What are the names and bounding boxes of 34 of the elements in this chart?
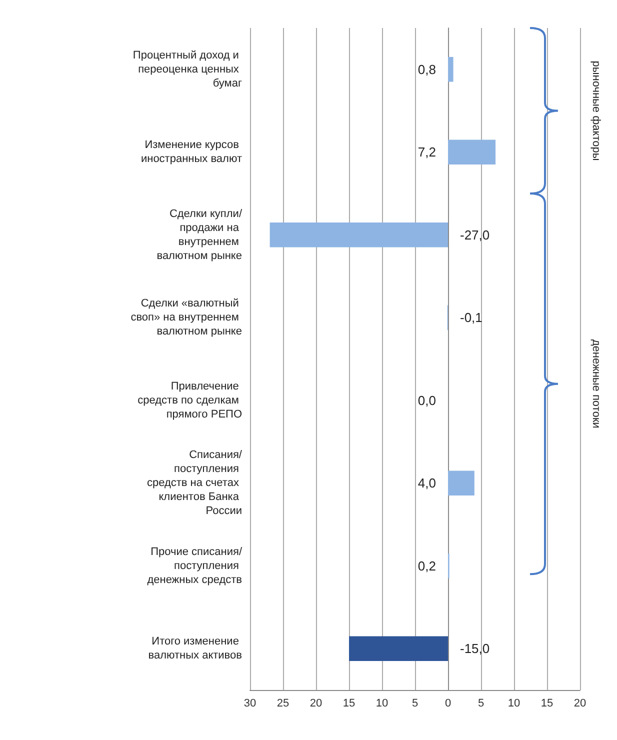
text: денежные потоки xyxy=(590,339,602,428)
data-label: 0,0 xyxy=(418,392,436,408)
x-tick-label: 20 xyxy=(310,698,322,710)
x-tick-label: 10 xyxy=(376,698,388,710)
bar xyxy=(349,636,448,662)
x-tick-label: 0 xyxy=(444,698,452,710)
data-label: 0,8 xyxy=(418,62,436,77)
bar xyxy=(270,222,448,248)
x-tick-label: 30 xyxy=(244,698,256,710)
y-tick-label: Сделки купли/продажи на внутреннем валютном рынке xyxy=(156,208,243,262)
x-tick-label: 5 xyxy=(412,698,418,710)
data-label: -0,1 xyxy=(460,310,482,326)
y-tick-label: Привлечение средств по сделкам прямого РЕПО xyxy=(138,380,242,420)
x-tick-label: 25 xyxy=(276,698,290,710)
y-tick-label: Изменение курсов иностранных валют xyxy=(140,139,242,166)
text: рыночные факторы xyxy=(590,60,602,161)
data-label: -15,0 xyxy=(460,641,490,656)
x-tick-label: 20 xyxy=(574,698,586,710)
y-tick-label: Списания/поступления средств на счетах клиентов Банка России xyxy=(146,449,243,518)
data-label: 0,2 xyxy=(418,558,436,574)
x-tick-label: 5 xyxy=(478,698,484,710)
bar xyxy=(448,470,474,496)
data-label: 4,0 xyxy=(418,476,436,491)
y-tick-label: Процентный доход и переоценка ценных бумаг xyxy=(132,49,242,90)
x-tick-label: 15 xyxy=(342,698,356,710)
bar xyxy=(448,140,496,165)
y-tick-label: Прочие списания/поступления денежных средств xyxy=(147,546,243,586)
bar xyxy=(448,56,454,82)
y-tick-label: Итого изменение валютных активов xyxy=(148,636,242,662)
x-tick-label: 15 xyxy=(540,698,554,710)
data-label: -27,0 xyxy=(460,227,490,242)
y-tick-label: Сделки «валютный своп» на внутреннем валютном рынке xyxy=(130,298,242,338)
x-tick-label: 10 xyxy=(508,698,520,710)
data-label: 7,2 xyxy=(418,144,436,160)
